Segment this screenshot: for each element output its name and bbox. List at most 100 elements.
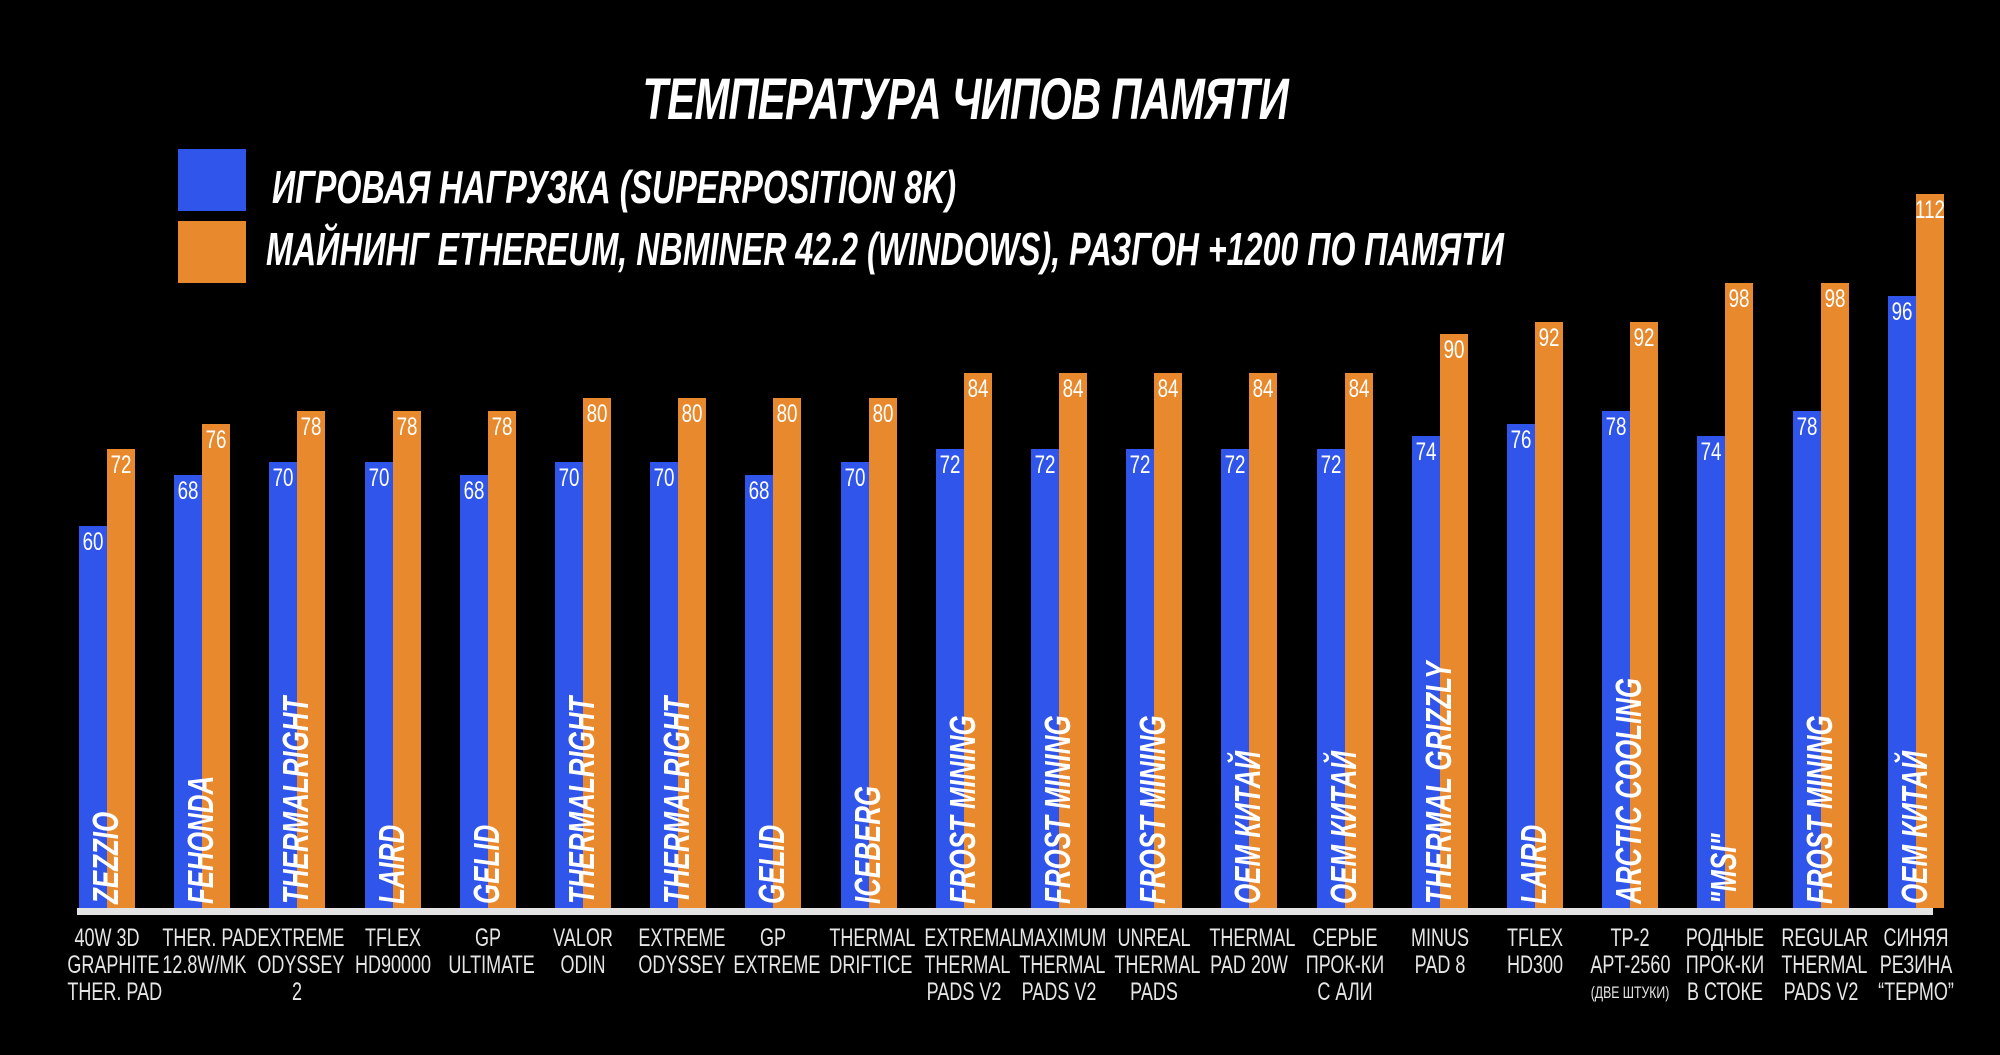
data-label: 112 bbox=[1914, 196, 1945, 224]
bar-gaming bbox=[1126, 449, 1155, 908]
category-label: THER. PAD 12.8W/MK bbox=[147, 924, 258, 979]
data-label: 74 bbox=[1415, 438, 1437, 467]
brand-label: OEM КИТАЙ bbox=[1227, 750, 1269, 904]
bar-mining bbox=[1630, 321, 1659, 908]
bar-gaming bbox=[364, 461, 393, 908]
brand-label: FEHONDA bbox=[180, 775, 222, 904]
category-label-line: СЕРЫЕ bbox=[1312, 924, 1378, 952]
legend-swatch-mining bbox=[178, 221, 246, 283]
category-label-line: VALOR bbox=[553, 924, 613, 952]
category-label-line: REGULAR bbox=[1780, 924, 1869, 952]
category-label-line: ODIN bbox=[560, 951, 606, 979]
category-label-line: С АЛИ bbox=[1317, 978, 1373, 1006]
data-label: 78 bbox=[1605, 412, 1627, 441]
brand-label: ICEBERG bbox=[846, 785, 888, 904]
category-label-line: GP bbox=[474, 924, 501, 952]
category-label-line: THER. PAD bbox=[67, 978, 163, 1006]
category-label-line: APT-2560 bbox=[1590, 951, 1671, 979]
category-label-line: THERMAL bbox=[924, 951, 1011, 979]
data-label: 80 bbox=[586, 400, 608, 428]
data-label: 72 bbox=[1224, 451, 1246, 479]
bar-mining bbox=[868, 398, 897, 908]
category-label: UNREAL THERMAL PADS bbox=[1099, 925, 1209, 1006]
category-label-line: PADS V2 bbox=[926, 978, 1002, 1006]
category-label: EXTREME ODYSSEY bbox=[623, 925, 733, 979]
category-label-line: 40W 3D bbox=[74, 924, 140, 952]
data-label: 72 bbox=[1320, 451, 1342, 479]
data-label: 76 bbox=[205, 425, 227, 454]
category-label-line: В СТОКЕ bbox=[1687, 978, 1764, 1006]
bar-mining bbox=[1535, 321, 1563, 908]
category-label: VALOR ODIN bbox=[528, 925, 638, 979]
data-label: 84 bbox=[1062, 374, 1084, 403]
category-label: EXTREME ODYSSEY 2 bbox=[242, 925, 352, 1006]
brand-label: "MSI" bbox=[1703, 833, 1745, 904]
category-label-line: UNREAL bbox=[1117, 924, 1191, 952]
bar-gaming bbox=[459, 474, 488, 908]
bar-gaming bbox=[840, 461, 869, 908]
data-label: 78 bbox=[300, 412, 322, 441]
bar-mining bbox=[1154, 372, 1183, 908]
category-label-line: GRAPHITE bbox=[67, 951, 160, 979]
data-label: 70 bbox=[558, 463, 580, 492]
category-label-line: DRIFTICE bbox=[828, 951, 912, 979]
category-label-line: THER. PAD bbox=[162, 924, 258, 952]
category-label-line: THERMAL bbox=[828, 924, 916, 952]
brand-label: GELID bbox=[751, 824, 793, 904]
data-label: 68 bbox=[177, 476, 199, 505]
data-label: 98 bbox=[1824, 285, 1846, 314]
data-label: 76 bbox=[1510, 425, 1532, 454]
bar-gaming bbox=[1697, 436, 1726, 908]
category-label: THERMAL DRIFTICE bbox=[814, 925, 924, 979]
data-label: 72 bbox=[110, 451, 132, 479]
brand-label: FROST MINING bbox=[941, 715, 983, 904]
bar-mining bbox=[963, 372, 992, 908]
data-label: 92 bbox=[1538, 323, 1560, 352]
category-label-line: TP-2 bbox=[1610, 924, 1650, 952]
category-label-line: THERMAL bbox=[1019, 951, 1106, 979]
category-label-line: PAD 8 bbox=[1414, 951, 1466, 979]
data-label: 72 bbox=[1129, 451, 1151, 479]
data-label: 70 bbox=[844, 463, 866, 492]
category-label-line: ODYSSEY bbox=[257, 951, 345, 979]
bar-gaming bbox=[745, 474, 774, 908]
bar-gaming bbox=[1316, 449, 1345, 908]
brand-label: OEM КИТАЙ bbox=[1893, 750, 1935, 904]
brand-label: THERMALRIGHT bbox=[656, 696, 698, 904]
bar-gaming bbox=[935, 449, 964, 908]
bar-mining bbox=[678, 398, 707, 908]
bar-gaming bbox=[79, 525, 107, 908]
category-label-line: HD90000 bbox=[354, 951, 431, 979]
legend-label-mining: МАЙНИНГ ETHEREUM, NBMINER 42.2 (WINDOWS)… bbox=[266, 223, 1504, 275]
data-label: 72 bbox=[1034, 451, 1056, 479]
brand-label: OEM КИТАЙ bbox=[1322, 750, 1364, 904]
category-label: 40W 3D GRAPHITE THER. PAD bbox=[52, 925, 162, 1006]
data-label: 68 bbox=[748, 476, 770, 505]
brand-label: ARCTIC COOLING bbox=[1608, 677, 1650, 904]
bar-mining bbox=[202, 423, 231, 908]
data-label: 84 bbox=[1157, 374, 1179, 403]
bar-gaming bbox=[1602, 410, 1631, 908]
bar-gaming bbox=[1221, 449, 1250, 908]
bar-mining bbox=[1915, 194, 1944, 908]
data-label: 68 bbox=[463, 476, 485, 505]
legend-swatch-gaming bbox=[178, 149, 246, 211]
category-label-line: PAD 20W bbox=[1210, 951, 1289, 979]
category-label-line: 2 bbox=[292, 978, 303, 1006]
bar-gaming bbox=[1792, 410, 1821, 908]
category-label-line: EXTREMAL bbox=[924, 924, 1022, 952]
bar-gaming bbox=[1507, 423, 1535, 908]
bar-gaming bbox=[174, 474, 203, 908]
bar-mining bbox=[487, 410, 516, 908]
data-label: 78 bbox=[396, 412, 418, 441]
brand-label: LAIRD bbox=[1513, 824, 1554, 904]
brand-label: THERMALRIGHT bbox=[275, 696, 317, 904]
category-label-line: ULTIMATE bbox=[448, 951, 535, 979]
category-label-line: “ТЕРМО” bbox=[1877, 978, 1954, 1006]
category-label: TFLEX HD300 bbox=[1480, 925, 1590, 979]
data-label: 80 bbox=[681, 400, 703, 428]
data-label: 84 bbox=[1252, 374, 1274, 403]
data-label: 70 bbox=[368, 463, 390, 492]
category-label-line: EXTREME bbox=[733, 951, 821, 979]
bar-mining bbox=[1344, 372, 1373, 908]
